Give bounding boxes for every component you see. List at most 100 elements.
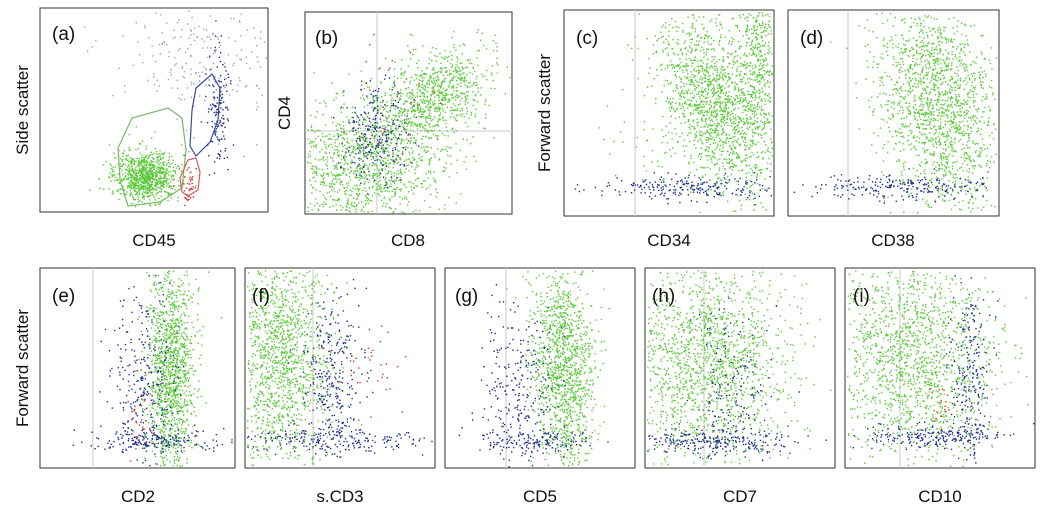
scatter-point: [396, 138, 399, 140]
scatter-point: [401, 108, 403, 110]
scatter-point: [127, 170, 129, 172]
scatter-point: [715, 81, 718, 83]
scatter-point: [355, 113, 357, 115]
scatter-point: [421, 113, 423, 115]
scatter-point: [392, 160, 394, 162]
scatter-point: [710, 89, 713, 91]
scatter-point: [719, 39, 721, 42]
scatter-point: [351, 112, 354, 114]
scatter-point: [220, 86, 222, 88]
scatter-point: [166, 179, 168, 181]
scatter-point: [726, 118, 728, 120]
scatter-point: [399, 164, 401, 166]
scatter-point: [382, 134, 384, 136]
scatter-point: [110, 167, 112, 170]
scatter-point: [375, 95, 377, 97]
scatter-point: [392, 159, 394, 161]
scatter-point: [450, 110, 452, 112]
scatter-point: [365, 125, 367, 127]
scatter-point: [434, 116, 436, 118]
scatter-point: [387, 154, 389, 157]
scatter-point: [746, 78, 749, 80]
scatter-point: [467, 125, 469, 128]
scatter-point: [444, 134, 446, 137]
scatter-point: [462, 80, 464, 82]
scatter-point: [445, 94, 447, 97]
scatter-point: [405, 146, 407, 148]
scatter-point: [163, 183, 166, 186]
scatter-point: [382, 151, 384, 153]
scatter-point: [753, 107, 755, 109]
scatter-point: [362, 144, 364, 146]
scatter-point: [744, 136, 746, 139]
scatter-point: [442, 99, 444, 101]
scatter-point: [167, 182, 170, 184]
scatter-point: [396, 140, 398, 142]
scatter-point: [143, 177, 145, 179]
scatter-point: [345, 151, 347, 153]
scatter-point: [368, 179, 371, 181]
scatter-point: [754, 128, 757, 130]
scatter-point: [716, 162, 719, 164]
scatter-point: [168, 152, 170, 155]
scatter-point: [143, 180, 145, 182]
scatter-point: [716, 143, 719, 145]
scatter-point: [725, 138, 728, 140]
scatter-point: [424, 84, 427, 87]
scatter-point: [753, 112, 756, 114]
scatter-point: [754, 123, 756, 125]
scatter-point: [384, 178, 386, 181]
scatter-point: [428, 63, 430, 65]
scatter-point: [724, 168, 726, 170]
scatter-point: [384, 150, 387, 153]
scatter-point: [723, 174, 725, 177]
scatter-point: [725, 76, 728, 78]
scatter-point: [416, 62, 418, 64]
scatter-point: [423, 72, 425, 75]
scatter-point: [417, 177, 420, 179]
scatter-point: [740, 132, 742, 135]
scatter-point: [375, 189, 377, 191]
scatter-point: [459, 95, 461, 97]
scatter-point: [693, 105, 696, 107]
scatter-point: [476, 31, 478, 33]
scatter-point: [472, 136, 474, 138]
scatter-point: [423, 93, 426, 95]
scatter-point: [394, 99, 397, 102]
scatter-point: [144, 180, 146, 183]
scatter-point: [709, 120, 712, 122]
scatter-point: [389, 110, 391, 112]
scatter-point: [687, 134, 689, 137]
scatter-point: [757, 103, 759, 105]
scatter-point: [730, 122, 733, 124]
scatter-point: [239, 21, 241, 23]
scatter-point: [711, 18, 713, 21]
scatter-point: [711, 66, 714, 68]
scatter-point: [411, 105, 414, 108]
scatter-point: [681, 105, 683, 107]
scatter-point: [733, 133, 736, 135]
scatter-point: [434, 84, 437, 86]
scatter-point: [467, 82, 470, 84]
scatter-point: [347, 185, 350, 187]
scatter-point: [655, 52, 657, 54]
scatter-point: [120, 165, 123, 167]
scatter-point: [355, 121, 358, 123]
scatter-point: [146, 154, 148, 156]
scatter-point: [383, 150, 385, 152]
scatter-point: [436, 136, 438, 138]
scatter-point: [151, 154, 154, 156]
scatter-point: [380, 120, 382, 123]
scatter-point: [750, 190, 753, 193]
scatter-point: [718, 87, 721, 89]
scatter-point: [427, 177, 429, 179]
scatter-point: [687, 16, 689, 18]
scatter-point: [722, 79, 724, 81]
scatter-point: [423, 150, 425, 152]
scatter-point: [410, 129, 412, 131]
scatter-point: [322, 182, 324, 184]
scatter-point: [715, 125, 717, 127]
scatter-point: [211, 126, 213, 128]
scatter-point: [757, 101, 760, 104]
scatter-point: [713, 68, 715, 70]
